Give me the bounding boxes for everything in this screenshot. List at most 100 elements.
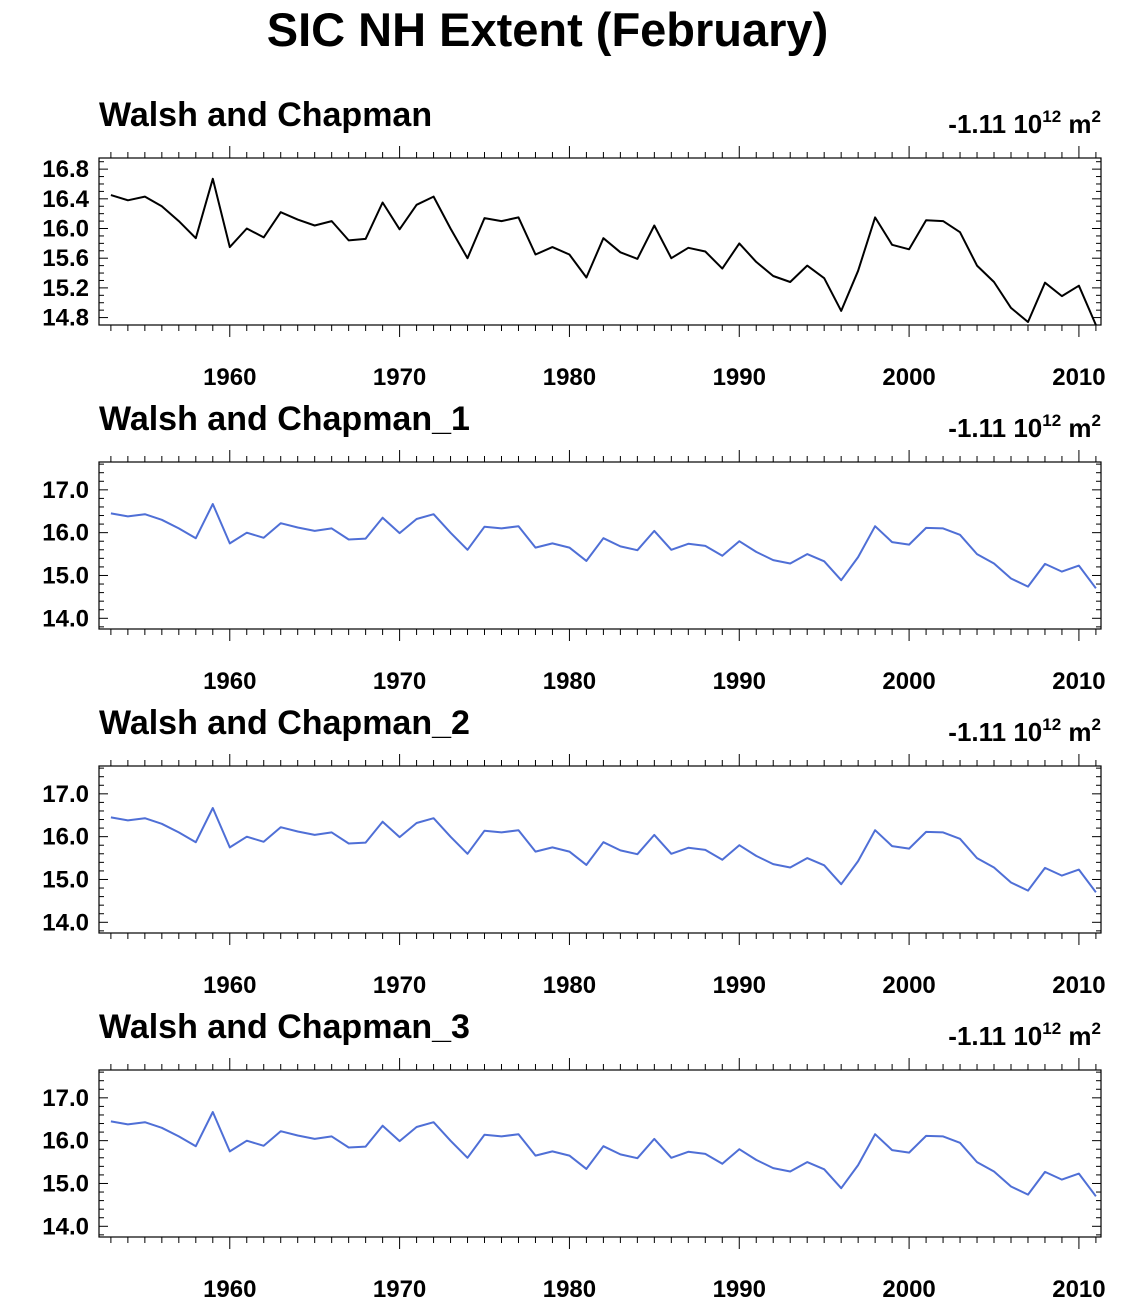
- data-point: [110, 1120, 112, 1122]
- plot-frame: [98, 461, 1102, 630]
- data-point: [602, 537, 604, 539]
- data-point: [585, 277, 587, 279]
- data-point: [976, 265, 978, 267]
- data-point: [501, 831, 503, 833]
- data-point: [348, 239, 350, 241]
- trend-exponent: 12: [1042, 411, 1061, 430]
- trend-exponent: 12: [1042, 1019, 1061, 1038]
- data-point: [568, 1155, 570, 1157]
- x-tick-label: 1980: [543, 1276, 596, 1303]
- data-point: [365, 538, 367, 540]
- data-point: [195, 1145, 197, 1147]
- data-point: [789, 867, 791, 869]
- data-point: [959, 231, 961, 233]
- data-point: [195, 537, 197, 539]
- x-tick-label: 1980: [543, 668, 596, 695]
- x-tick-label: 2010: [1052, 364, 1105, 391]
- data-point: [433, 817, 435, 819]
- trend-unit-exponent: 2: [1092, 411, 1101, 430]
- trend-annotation: -1.11 1012 m2: [948, 1019, 1101, 1051]
- data-point: [823, 277, 825, 279]
- panel-title: Walsh and Chapman_3: [99, 1008, 470, 1046]
- data-point: [144, 196, 146, 198]
- data-point: [246, 1140, 248, 1142]
- y-tick-label: 16.0: [42, 520, 89, 547]
- data-point: [501, 1135, 503, 1137]
- data-point: [1010, 307, 1012, 309]
- data-point: [789, 281, 791, 283]
- data-point: [653, 834, 655, 836]
- data-point: [789, 1171, 791, 1173]
- data-point: [738, 540, 740, 542]
- data-point: [331, 1135, 333, 1137]
- data-point: [518, 216, 520, 218]
- data-point: [1078, 869, 1080, 871]
- data-point: [976, 857, 978, 859]
- data-point: [1095, 587, 1097, 589]
- data-point: [959, 838, 961, 840]
- data-point: [382, 1125, 384, 1127]
- data-point: [382, 821, 384, 823]
- trend-unit-exponent: 2: [1092, 107, 1101, 126]
- x-tick-label: 1990: [713, 1276, 766, 1303]
- data-point: [1044, 1171, 1046, 1173]
- data-point: [925, 527, 927, 529]
- panel-4: Walsh and Chapman_3 -1.11 1012 m2 14.0 15.0…: [42, 1008, 1105, 1303]
- data-point: [874, 216, 876, 218]
- plot-frame: [98, 157, 1102, 326]
- data-point: [857, 556, 859, 558]
- trend-value: -1.11 10: [948, 109, 1042, 139]
- data-point: [806, 857, 808, 859]
- data-point: [925, 219, 927, 221]
- data-point: [976, 1161, 978, 1163]
- data-point: [619, 1153, 621, 1155]
- data-point: [348, 843, 350, 845]
- data-point: [518, 525, 520, 527]
- panel-title: Walsh and Chapman_2: [99, 704, 470, 742]
- data-point: [653, 1138, 655, 1140]
- data-point: [704, 251, 706, 253]
- data-point: [263, 236, 265, 238]
- trend-unit: m: [1061, 717, 1091, 747]
- series-line: [110, 1111, 1097, 1197]
- data-point: [942, 1135, 944, 1137]
- data-point: [908, 544, 910, 546]
- data-point: [467, 1157, 469, 1159]
- x-tick-label: 2000: [882, 1276, 935, 1303]
- data-point: [1078, 1173, 1080, 1175]
- data-point: [365, 1146, 367, 1148]
- plot-frame: [98, 765, 1102, 934]
- data-point: [161, 823, 163, 825]
- data-point: [484, 217, 486, 219]
- data-point: [551, 246, 553, 248]
- y-tick-label: 14.0: [42, 605, 89, 632]
- data-point: [823, 560, 825, 562]
- data-point: [908, 848, 910, 850]
- y-tick-label: 16.0: [42, 216, 89, 243]
- data-point: [280, 211, 282, 213]
- y-tick-label: 17.0: [42, 781, 89, 808]
- data-point: [653, 225, 655, 227]
- data-point: [551, 846, 553, 848]
- data-point: [942, 527, 944, 529]
- data-point: [755, 1159, 757, 1161]
- data-point: [280, 522, 282, 524]
- data-point: [840, 310, 842, 312]
- data-point: [636, 549, 638, 551]
- data-point: [229, 246, 231, 248]
- data-point: [789, 563, 791, 565]
- data-point: [551, 542, 553, 544]
- y-tick-label: 17.0: [42, 477, 89, 504]
- data-point: [636, 258, 638, 260]
- data-point: [721, 1163, 723, 1165]
- trend-unit-exponent: 2: [1092, 1019, 1101, 1038]
- panel-2: Walsh and Chapman_1 -1.11 1012 m2 14.0 15.0…: [42, 400, 1105, 695]
- data-point: [535, 254, 537, 256]
- data-point: [314, 530, 316, 532]
- data-point: [501, 220, 503, 222]
- x-tick-label: 1960: [203, 668, 256, 695]
- data-point: [1010, 578, 1012, 580]
- data-point: [704, 545, 706, 547]
- data-point: [602, 1145, 604, 1147]
- data-point: [178, 1135, 180, 1137]
